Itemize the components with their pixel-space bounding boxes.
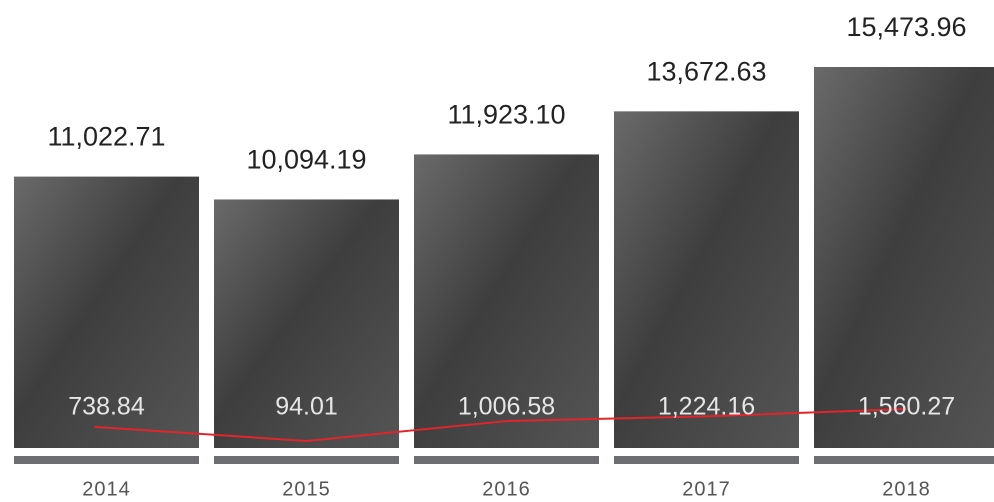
bar-value-label: 13,672.63 bbox=[646, 56, 766, 86]
line-value-label: 1,224.16 bbox=[658, 393, 755, 421]
base-strip bbox=[814, 456, 994, 464]
bar bbox=[14, 176, 199, 448]
base-strip bbox=[14, 456, 199, 464]
line bbox=[94, 408, 907, 442]
base-strip bbox=[614, 456, 799, 464]
line-value-label: 94.01 bbox=[275, 393, 338, 421]
bar bbox=[414, 154, 599, 448]
bar bbox=[214, 199, 399, 448]
x-tick-label: 2014 bbox=[82, 478, 131, 500]
base-strip bbox=[414, 456, 599, 464]
x-tick-label: 2017 bbox=[682, 478, 731, 500]
line-value-label: 1,006.58 bbox=[458, 393, 555, 421]
bar bbox=[614, 111, 799, 449]
x-tick-label: 2018 bbox=[882, 478, 931, 500]
bar-value-label: 15,473.96 bbox=[846, 12, 966, 42]
line-value-label: 1,560.27 bbox=[858, 393, 955, 421]
bar-value-label: 11,923.10 bbox=[447, 100, 565, 130]
x-tick-label: 2016 bbox=[482, 478, 531, 500]
x-tick-label: 2015 bbox=[282, 478, 331, 500]
bar-value-label: 10,094.19 bbox=[246, 145, 366, 175]
bar-value-label: 11,022.71 bbox=[47, 122, 165, 152]
bar bbox=[814, 67, 994, 448]
base-strip bbox=[214, 456, 399, 464]
line-value-label: 738.84 bbox=[68, 393, 145, 421]
